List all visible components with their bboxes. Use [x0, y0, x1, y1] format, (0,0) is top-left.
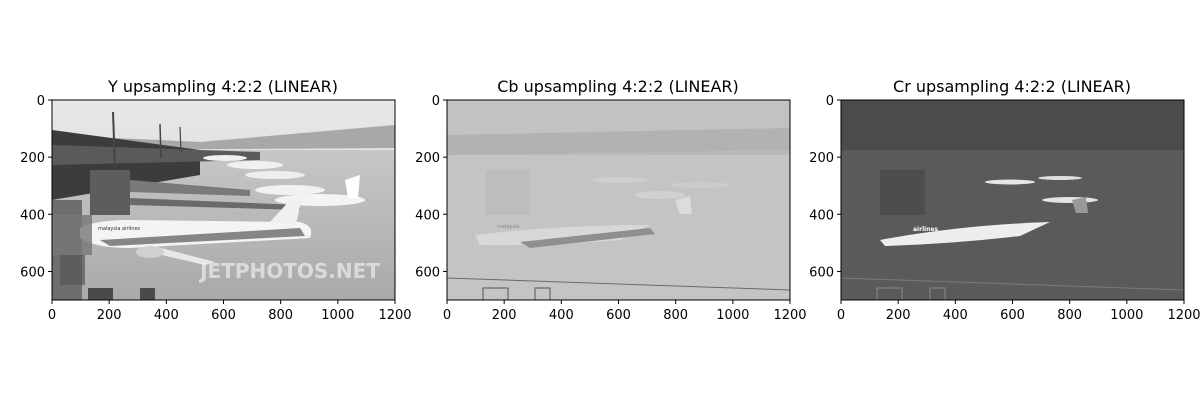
x-tick-label: 0: [443, 308, 451, 323]
x-tick-label: 600: [1000, 308, 1025, 323]
y-tick-label: 200: [20, 151, 45, 166]
panel-y: Y upsampling 4:2:2 (LINEAR): [20, 77, 411, 323]
panel-cb: Cb upsampling 4:2:2 (LINEAR) malaysia 0 2…: [415, 77, 806, 323]
y-tick-label: 0: [37, 94, 45, 109]
x-tick-label: 200: [492, 308, 517, 323]
panel-y-title: Y upsampling 4:2:2 (LINEAR): [107, 77, 338, 96]
x-tick-label: 0: [837, 308, 845, 323]
panel-cb-title: Cb upsampling 4:2:2 (LINEAR): [497, 77, 739, 96]
panel-y-image: malaysia airlines JETPHOTOS.NET: [52, 100, 395, 300]
panel-cr-livery: airlines: [913, 226, 939, 233]
panel-y-livery: malaysia airlines: [98, 226, 141, 232]
y-tick-label: 400: [415, 208, 440, 223]
x-tick-label: 600: [211, 308, 236, 323]
y-tick-label: 400: [809, 208, 834, 223]
panel-cr-title: Cr upsampling 4:2:2 (LINEAR): [893, 77, 1131, 96]
x-tick-label: 1000: [1110, 308, 1143, 323]
panel-y-axes: 0 200 400 600 800 1000 1200 0 200 400 600: [20, 94, 411, 323]
x-tick-label: 1200: [1167, 308, 1200, 323]
x-tick-label: 800: [268, 308, 293, 323]
x-tick-label: 1200: [773, 308, 806, 323]
y-tick-label: 200: [809, 151, 834, 166]
y-tick-label: 0: [826, 94, 834, 109]
x-tick-label: 400: [943, 308, 968, 323]
y-tick-label: 600: [415, 265, 440, 280]
x-tick-label: 200: [97, 308, 122, 323]
panel-cb-livery: malaysia: [497, 224, 519, 230]
panel-cb-axes: 0 200 400 600 800 1000 1200 0 200 400 600: [415, 94, 806, 323]
x-tick-label: 1000: [321, 308, 354, 323]
panel-cr-image: airlines: [841, 100, 1184, 300]
panel-cb-image: malaysia: [447, 100, 790, 300]
y-tick-label: 0: [432, 94, 440, 109]
y-tick-label: 600: [809, 265, 834, 280]
x-tick-label: 400: [154, 308, 179, 323]
panel-y-watermark: JETPHOTOS.NET: [198, 259, 380, 283]
x-tick-label: 1200: [378, 308, 411, 323]
y-tick-label: 400: [20, 208, 45, 223]
panel-y-main-aircraft: malaysia airlines: [80, 198, 312, 265]
x-tick-label: 200: [886, 308, 911, 323]
y-tick-label: 600: [20, 265, 45, 280]
x-tick-label: 800: [663, 308, 688, 323]
x-tick-label: 400: [549, 308, 574, 323]
x-tick-label: 1000: [716, 308, 749, 323]
x-tick-label: 800: [1057, 308, 1082, 323]
x-tick-label: 0: [48, 308, 56, 323]
panel-cr: Cr upsampling 4:2:2 (LINEAR) airlines 0 2…: [809, 77, 1200, 323]
y-tick-label: 200: [415, 151, 440, 166]
x-tick-label: 600: [606, 308, 631, 323]
panel-cr-axes: 0 200 400 600 800 1000 1200 0 200 400 600: [809, 94, 1200, 323]
